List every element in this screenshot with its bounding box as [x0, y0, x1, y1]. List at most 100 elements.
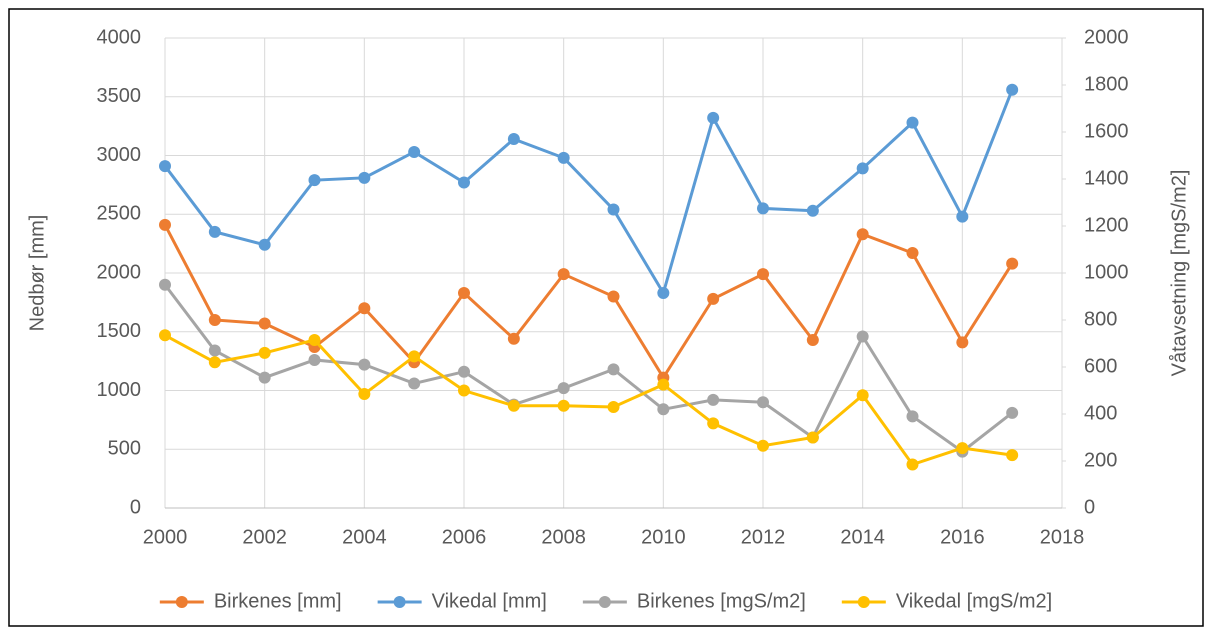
y-tick-label: 2000: [97, 261, 142, 283]
y-tick-label: 1500: [97, 320, 142, 342]
legend-label: Vikedal [mm]: [432, 590, 547, 612]
data-point: [757, 268, 769, 281]
data-point: [308, 353, 321, 366]
y2-tick-label: 1800: [1084, 73, 1129, 95]
data-point: [258, 371, 271, 384]
data-point: [1006, 449, 1019, 462]
y2-tick-label: 200: [1084, 449, 1117, 471]
data-point: [159, 278, 171, 291]
data-point: [757, 396, 769, 409]
data-point: [159, 160, 171, 173]
x-tick-label: 2014: [840, 526, 885, 548]
x-tick-label: 2006: [442, 526, 487, 548]
x-tick-label: 2012: [741, 526, 786, 548]
y2-tick-label: 600: [1084, 355, 1117, 377]
legend-marker: [857, 596, 870, 608]
data-point: [159, 218, 171, 231]
data-point: [856, 162, 869, 175]
legend-label: Birkenes [mm]: [214, 590, 342, 612]
data-point: [657, 378, 670, 391]
x-tick-label: 2004: [342, 526, 387, 548]
y2-tick-label: 400: [1084, 402, 1117, 424]
series-line: [163, 89, 1014, 297]
data-point: [557, 151, 570, 164]
data-point: [707, 292, 720, 305]
data-point: [906, 116, 919, 129]
data-point: [458, 286, 470, 299]
data-point: [806, 333, 819, 346]
data-point: [408, 145, 421, 158]
data-point: [408, 350, 421, 363]
x-tick-label: 2010: [641, 526, 686, 548]
data-point: [458, 384, 470, 397]
y-tick-label: 500: [108, 438, 141, 460]
legend-marker: [598, 596, 611, 608]
data-point: [507, 399, 520, 412]
legend-label: Birkenes [mgS/m2]: [637, 590, 806, 612]
data-point: [208, 314, 221, 326]
y-tick-label: 2500: [97, 203, 142, 225]
data-point: [258, 346, 271, 359]
legend-label: Vikedal [mgS/m2]: [896, 590, 1052, 612]
data-point: [308, 333, 321, 346]
data-point: [607, 203, 620, 216]
y2-tick-label: 0: [1084, 496, 1095, 518]
data-point: [1006, 257, 1019, 270]
data-point: [408, 377, 421, 390]
data-point: [657, 403, 670, 416]
data-point: [806, 204, 819, 217]
data-point: [358, 302, 371, 315]
x-tick-label: 2008: [541, 526, 586, 548]
data-point: [208, 225, 221, 238]
data-point: [507, 332, 520, 345]
data-point: [607, 290, 620, 303]
y2-tick-label: 2000: [1084, 26, 1129, 48]
data-point: [557, 382, 570, 395]
y-tick-label: 0: [130, 496, 141, 518]
x-tick-label: 2002: [242, 526, 287, 548]
data-point: [159, 329, 171, 342]
data-point: [757, 439, 769, 452]
data-point: [358, 388, 371, 401]
y-axis-title: Nedbør [mm]: [26, 215, 48, 332]
data-point: [458, 176, 470, 189]
data-point: [657, 286, 670, 299]
data-point: [557, 399, 570, 412]
legend-marker: [175, 596, 188, 608]
data-point: [707, 393, 720, 406]
y2-tick-label: 800: [1084, 308, 1117, 330]
series-line: [164, 333, 1013, 467]
data-point: [906, 410, 919, 423]
series-line: [163, 283, 1014, 454]
data-point: [458, 365, 470, 378]
y2-tick-label: 1200: [1084, 214, 1129, 236]
data-point: [806, 431, 819, 444]
data-point: [906, 247, 919, 260]
data-point: [956, 336, 969, 349]
data-point: [707, 111, 720, 124]
x-tick-label: 2018: [1040, 526, 1085, 548]
x-tick-label: 2000: [143, 526, 188, 548]
data-point: [208, 344, 221, 357]
data-point: [856, 389, 869, 402]
data-point: [308, 174, 321, 187]
x-tick-label: 2016: [940, 526, 985, 548]
y-tick-label: 4000: [97, 26, 142, 48]
data-point: [757, 202, 769, 215]
data-point: [358, 358, 371, 371]
data-point: [607, 400, 620, 413]
data-point: [258, 238, 271, 251]
data-point: [507, 133, 520, 146]
data-point: [1006, 83, 1019, 96]
data-point: [607, 363, 620, 376]
y-tick-label: 1000: [97, 379, 142, 401]
data-point: [557, 268, 570, 281]
y2-tick-label: 1000: [1084, 261, 1129, 283]
y2-tick-label: 1400: [1084, 167, 1129, 189]
data-point: [856, 228, 869, 241]
data-point: [258, 317, 271, 330]
data-point: [856, 330, 869, 343]
data-point: [358, 171, 371, 184]
y2-axis-title: Våtavsetning [mgS/m2]: [1168, 170, 1190, 377]
